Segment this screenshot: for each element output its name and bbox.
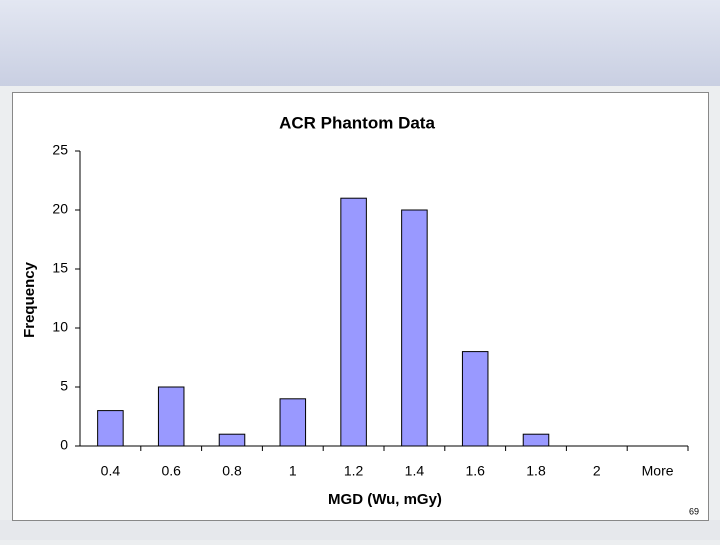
bar bbox=[340, 197, 367, 447]
x-tick-label: 0.6 bbox=[161, 463, 181, 479]
bar bbox=[461, 351, 489, 447]
x-tick-label: 1.8 bbox=[526, 463, 546, 479]
header-band bbox=[0, 0, 720, 86]
x-tick-label: 1.6 bbox=[465, 463, 485, 479]
bar bbox=[401, 209, 428, 447]
x-tick-label: 1 bbox=[289, 463, 297, 479]
slide-number: 69 bbox=[689, 506, 699, 516]
y-tick-label: 10 bbox=[52, 319, 68, 335]
bar bbox=[97, 410, 124, 447]
bar bbox=[279, 398, 307, 447]
x-tick-label: 0.4 bbox=[101, 463, 121, 479]
x-tick-label: 0.8 bbox=[222, 463, 242, 479]
y-tick-label: 20 bbox=[52, 201, 68, 217]
bar bbox=[522, 433, 550, 447]
bar bbox=[218, 433, 246, 447]
x-tick-label: 1.2 bbox=[344, 463, 364, 479]
x-tick-label: 1.4 bbox=[405, 463, 425, 479]
x-tick-label: 2 bbox=[593, 463, 601, 479]
plot-area: 0 5 10 15 20 25 0.4 0.6 0.8 1 1.2 1.4 1.6 1.8 2 More bbox=[52, 142, 689, 479]
x-axis-label: MGD (Wu, mGy) bbox=[328, 491, 442, 508]
y-tick-label: 25 bbox=[52, 142, 68, 158]
bar bbox=[157, 386, 185, 447]
footer-band bbox=[0, 520, 720, 540]
y-axis-label: Frequency bbox=[21, 261, 38, 338]
chart-title: ACR Phantom Data bbox=[279, 113, 435, 132]
y-tick-label: 5 bbox=[60, 378, 68, 394]
y-tick-label: 15 bbox=[52, 260, 68, 276]
x-tick-label: More bbox=[642, 463, 674, 479]
y-tick-label: 0 bbox=[60, 437, 68, 453]
